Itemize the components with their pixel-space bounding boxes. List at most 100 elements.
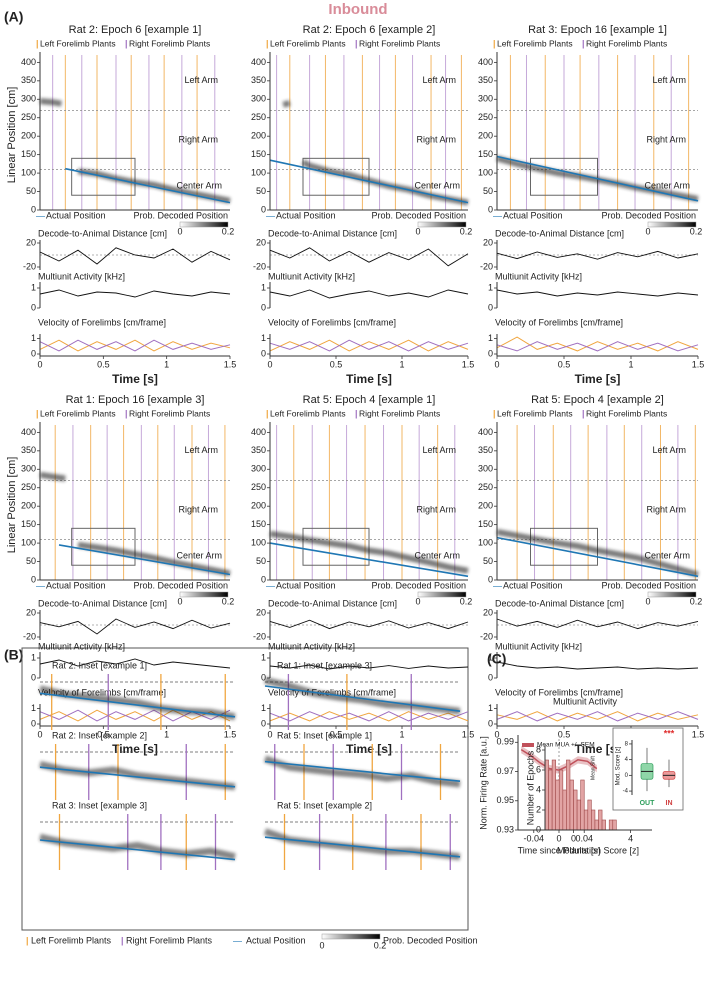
inset-title: Rat 1: Inset [example 3] [277,660,372,670]
legend-glyph: — [36,580,45,590]
legend-glyph: | [36,408,39,418]
colorbar [321,933,381,940]
legend-label: Right Forelimb Plants [359,38,440,48]
histogram-bar [580,779,585,831]
x-axis-label: Time [s] [112,742,158,756]
velocity-right [496,341,699,352]
subplot-label: Multiunit Activity [kHz] [268,271,355,281]
y-tick-label: 2 [536,804,541,814]
y-tick-label: 150 [478,519,493,529]
y-axis-label: Mod. Score [z] [616,746,622,785]
legend-glyph: — [493,210,502,220]
legend-label: Right Forelimb Plants [586,38,667,48]
y-tick-label: 350 [251,75,266,85]
y-tick-label: 250 [251,112,266,122]
velocity-left [496,711,699,722]
legend-label: Right Forelimb Plants [359,408,440,418]
actual-position [496,155,699,202]
example-title: Rat 2: Epoch 6 [example 2] [303,24,436,36]
arm-label: Center Arm [414,180,460,190]
actual-position [39,766,236,788]
colorbar [647,591,697,598]
y-axis-label: Number of Epochs [525,750,535,825]
inset-box [530,527,598,566]
arm-label: Center Arm [176,180,222,190]
inset-title: Rat 2: Inset [example 2] [52,730,147,740]
y-tick-label: 0 [261,672,266,682]
legend-label: Actual Position [46,210,106,220]
figure-title: Inbound [328,1,387,18]
y-tick-label: 0 [488,204,493,214]
subplot-label: Decode-to-Animal Distance [cm] [268,598,397,608]
y-axis-label: Norm. Firing Rate [a.u.] [478,736,488,830]
inset-title: Rat 3: Inset [example 3] [52,800,147,810]
y-tick-label: 1 [31,282,36,292]
velocity-left [269,711,469,722]
histogram-bar [573,789,578,831]
legend-label: Prob. Decoded Position [133,210,228,220]
y-tick-label: 350 [21,75,36,85]
y-tick-label: 0 [31,672,36,682]
legend-glyph: | [266,38,269,48]
y-tick-label: 0 [31,348,36,358]
annotation: Mean Shift [590,755,596,780]
legend-glyph: | [266,408,269,418]
y-tick-label: 350 [21,445,36,455]
legend-glyph: | [582,38,585,48]
legend-label: Actual Position [276,580,336,590]
mua-trace [496,661,699,670]
actual-position [58,544,231,576]
legend-label: Prob. Decoded Position [383,935,478,945]
legend-glyph: | [493,408,496,418]
x-tick-label: 1 [164,359,169,369]
actual-position [65,167,231,204]
x-tick-label: 1.5 [692,359,705,369]
colorbar-label: 0 [415,596,420,606]
subplot-label: Velocity of Forelimbs [cm/frame] [38,317,166,327]
y-tick-label: 200 [478,131,493,141]
y-tick-label: 400 [478,427,493,437]
actual-position [269,159,469,204]
subplot-label: Decode-to-Animal Distance [cm] [268,228,397,238]
x-tick-label: 1 [399,729,404,739]
y-tick-label: -20 [253,631,266,641]
colorbar-label: 0.2 [374,940,387,950]
x-tick-label: 0.5 [330,729,343,739]
y-tick-label: 50 [26,556,36,566]
arm-label: Left Arm [422,75,456,85]
subplot-label: Multiunit Activity [kHz] [495,641,582,651]
arm-label: Center Arm [644,550,690,560]
decoded-position [263,755,461,788]
y-tick-label: 250 [21,112,36,122]
legend-label: Prob. Decoded Position [371,210,466,220]
actual-position [269,542,469,578]
y-tick-label: 150 [21,519,36,529]
subplot-label: Velocity of Forelimbs [cm/frame] [38,687,166,697]
y-tick-label: 0.99 [496,737,514,747]
legend-glyph: — [266,580,275,590]
arm-label: Center Arm [176,550,222,560]
y-tick-label: 250 [251,482,266,492]
legend-label: Left Forelimb Plants [497,408,573,418]
velocity-left [496,336,699,352]
mua-trace [269,289,469,299]
legend-label: Left Forelimb Plants [270,408,346,418]
legend-label: Mean MUA +/- SEM [537,742,595,749]
x-tick-label: 0 [267,729,272,739]
y-tick-label: 4 [536,784,541,794]
y-axis-label: Linear Position [cm] [6,457,18,554]
subplot-label: Velocity of Forelimbs [cm/frame] [268,317,396,327]
example-title: Rat 2: Epoch 6 [example 1] [69,24,202,36]
mua-trace [39,289,231,298]
y-tick-label: 0.97 [496,766,514,776]
arm-label: Right Arm [646,504,686,514]
y-tick-label: 0 [31,302,36,312]
colorbar-label: 0.2 [460,596,473,606]
x-tick-label: 0 [494,359,499,369]
y-tick-label: 20 [256,237,266,247]
subplot-label: Multiunit Activity [kHz] [268,641,355,651]
y-tick-label: 0 [261,348,266,358]
histogram-bar [601,819,606,831]
y-tick-label: 200 [251,131,266,141]
legend-label: Actual Position [46,580,106,590]
